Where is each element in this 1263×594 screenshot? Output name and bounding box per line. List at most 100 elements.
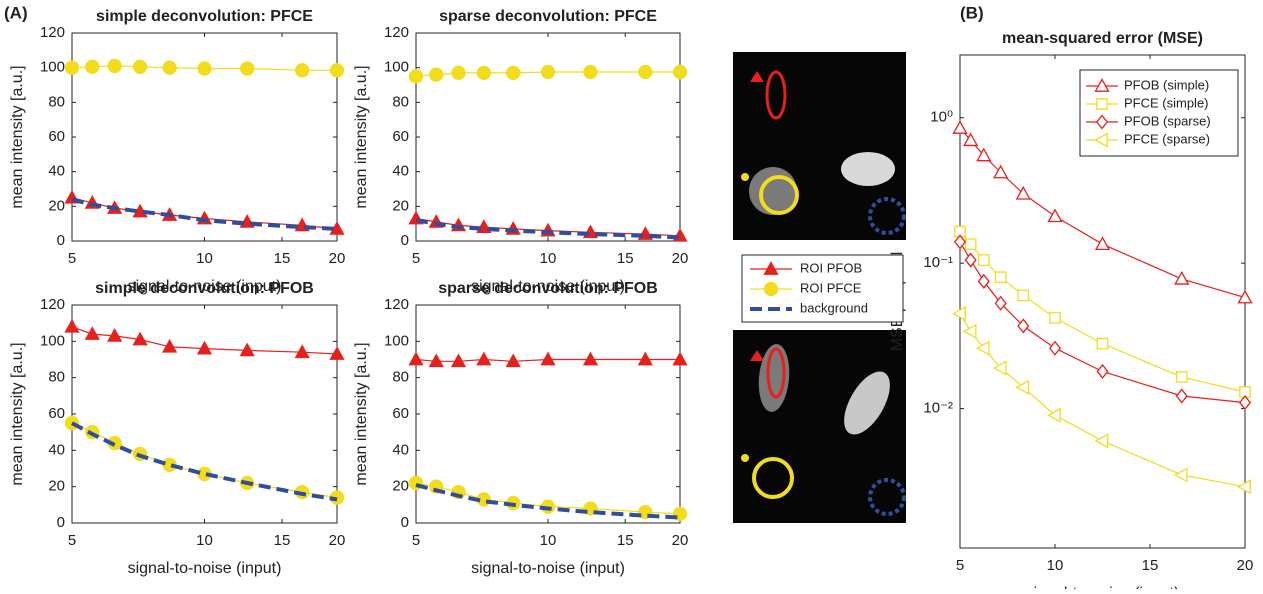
y-tick-label: 80 bbox=[392, 369, 409, 386]
marker bbox=[163, 61, 176, 74]
marker bbox=[954, 307, 966, 320]
y-tick-label: 100 bbox=[40, 59, 65, 76]
x-axis-label: signal-to-noise (input) bbox=[471, 560, 625, 577]
y-axis-label: mean intensity [a.u.] bbox=[9, 65, 26, 208]
y-axis-label: mean intensity [a.u.] bbox=[353, 65, 370, 208]
y-tick-label: 20 bbox=[392, 197, 409, 214]
x-tick-label: 10 bbox=[196, 532, 213, 549]
chart-title: sparse deconvolution: PFOB bbox=[438, 280, 658, 297]
x-tick-label: 20 bbox=[329, 250, 346, 267]
phantom-image bbox=[733, 52, 906, 240]
marker bbox=[965, 239, 975, 249]
marker bbox=[639, 66, 652, 79]
x-axis-label: signal-to-noise (input) bbox=[1026, 585, 1180, 589]
y-tick-label: 120 bbox=[384, 24, 409, 41]
marker bbox=[1018, 290, 1028, 300]
y-tick-label: 60 bbox=[392, 405, 409, 422]
x-tick-label: 20 bbox=[329, 532, 346, 549]
y-tick-label: 0 bbox=[57, 232, 65, 249]
chart-title: sparse deconvolution: PFCE bbox=[439, 8, 657, 25]
marker bbox=[1177, 372, 1187, 382]
legend-label: PFOB (sparse) bbox=[1124, 113, 1211, 128]
chart-title: mean-squared error (MSE) bbox=[1002, 30, 1203, 47]
y-tick-label: 10⁻¹ bbox=[923, 254, 953, 271]
legend-label: PFOB (simple) bbox=[1124, 77, 1209, 92]
x-axis-label: signal-to-noise (input) bbox=[128, 560, 282, 577]
marker bbox=[108, 59, 121, 72]
marker bbox=[331, 64, 344, 77]
legend-label: ROI PFOB bbox=[800, 260, 862, 275]
x-tick-label: 20 bbox=[672, 250, 689, 267]
x-tick-label: 20 bbox=[672, 532, 689, 549]
y-axis-label: mean intensity [a.u.] bbox=[353, 342, 370, 485]
y-tick-label: 120 bbox=[384, 296, 409, 313]
x-tick-label: 15 bbox=[274, 532, 291, 549]
marker bbox=[507, 66, 520, 79]
marker bbox=[1097, 99, 1107, 109]
y-tick-label: 40 bbox=[392, 163, 409, 180]
y-tick-label: 120 bbox=[40, 24, 65, 41]
marker bbox=[995, 272, 1005, 282]
marker bbox=[430, 68, 443, 81]
x-tick-label: 5 bbox=[68, 250, 76, 267]
x-tick-label: 5 bbox=[68, 532, 76, 549]
panel-label: (A) bbox=[4, 3, 28, 22]
marker bbox=[765, 283, 778, 296]
x-tick-label: 5 bbox=[412, 532, 420, 549]
marker bbox=[241, 62, 254, 75]
y-tick-label: 40 bbox=[392, 441, 409, 458]
y-tick-label: 0 bbox=[401, 514, 409, 531]
marker bbox=[410, 70, 423, 83]
marker bbox=[198, 62, 211, 75]
y-tick-label: 100 bbox=[40, 332, 65, 349]
x-tick-label: 20 bbox=[1237, 557, 1254, 574]
y-tick-label: 60 bbox=[48, 405, 65, 422]
x-tick-label: 5 bbox=[956, 557, 964, 574]
x-tick-label: 15 bbox=[274, 250, 291, 267]
phantom-image bbox=[733, 330, 906, 523]
y-tick-label: 100 bbox=[384, 59, 409, 76]
panel-label: (B) bbox=[960, 3, 984, 22]
marker bbox=[452, 66, 465, 79]
y-tick-label: 100 bbox=[384, 332, 409, 349]
y-tick-label: 10⁰ bbox=[930, 109, 953, 126]
y-tick-label: 40 bbox=[48, 441, 65, 458]
y-tick-label: 80 bbox=[48, 369, 65, 386]
y-tick-label: 40 bbox=[48, 163, 65, 180]
marker bbox=[1050, 313, 1060, 323]
x-tick-label: 15 bbox=[617, 250, 634, 267]
marker bbox=[584, 66, 597, 79]
y-tick-label: 120 bbox=[40, 296, 65, 313]
legend-label: PFCE (sparse) bbox=[1124, 131, 1210, 146]
y-tick-label: 80 bbox=[392, 93, 409, 110]
marker bbox=[674, 66, 687, 79]
chart-title: simple deconvolution: PFCE bbox=[96, 8, 313, 25]
x-tick-label: 15 bbox=[617, 532, 634, 549]
figure: (A) (B) simple deconvolution: PFCE signal… bbox=[0, 0, 1263, 589]
legend-label: background bbox=[800, 300, 868, 315]
chart-title: simple deconvolution: PFOB bbox=[95, 280, 314, 297]
y-tick-label: 20 bbox=[48, 197, 65, 214]
y-tick-label: 20 bbox=[48, 478, 65, 495]
marker bbox=[66, 61, 79, 74]
legend-label: PFCE (simple) bbox=[1124, 95, 1209, 110]
x-tick-label: 10 bbox=[540, 532, 557, 549]
marker bbox=[979, 255, 989, 265]
marker bbox=[86, 60, 99, 73]
y-tick-label: 60 bbox=[392, 128, 409, 145]
y-tick-label: 0 bbox=[401, 232, 409, 249]
x-tick-label: 15 bbox=[1142, 557, 1159, 574]
y-tick-label: 20 bbox=[392, 478, 409, 495]
marker bbox=[477, 66, 490, 79]
x-tick-label: 10 bbox=[1047, 557, 1064, 574]
axes-box bbox=[416, 33, 680, 241]
marker bbox=[1097, 338, 1107, 348]
y-tick-label: 60 bbox=[48, 128, 65, 145]
x-tick-label: 10 bbox=[196, 250, 213, 267]
marker bbox=[134, 60, 147, 73]
legend-label: ROI PFCE bbox=[800, 280, 862, 295]
marker bbox=[296, 64, 309, 77]
y-axis-label: mean intensity [a.u.] bbox=[9, 342, 26, 485]
x-tick-label: 10 bbox=[540, 250, 557, 267]
y-tick-label: 10⁻² bbox=[923, 400, 953, 417]
